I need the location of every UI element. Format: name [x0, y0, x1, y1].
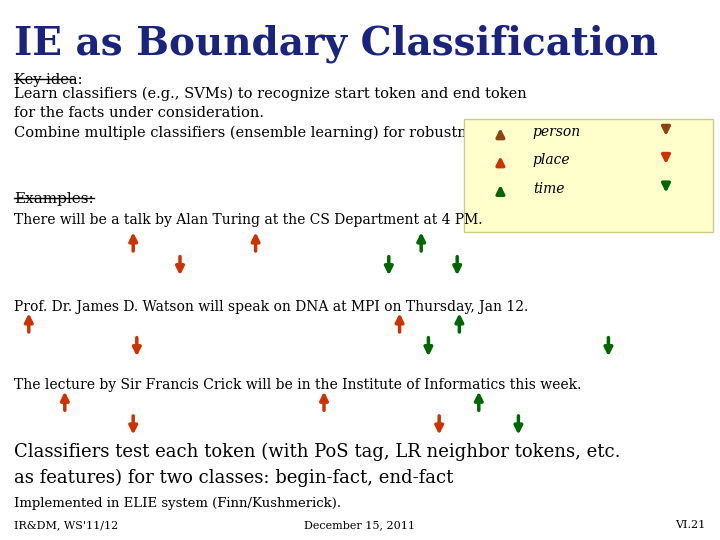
Text: IR&DM, WS'11/12: IR&DM, WS'11/12	[14, 520, 119, 530]
Text: place: place	[533, 153, 570, 167]
Text: Implemented in ELIE system (Finn/Kushmerick).: Implemented in ELIE system (Finn/Kushmer…	[14, 497, 341, 510]
Text: IE as Boundary Classification: IE as Boundary Classification	[14, 24, 658, 63]
Text: Classifiers test each token (with PoS tag, LR neighbor tokens, etc.: Classifiers test each token (with PoS ta…	[14, 443, 621, 461]
Text: Learn classifiers (e.g., SVMs) to recognize start token and end token
for the fa: Learn classifiers (e.g., SVMs) to recogn…	[14, 86, 527, 140]
Text: December 15, 2011: December 15, 2011	[305, 520, 415, 530]
Text: as features) for two classes: begin-fact, end-fact: as features) for two classes: begin-fact…	[14, 469, 454, 487]
Text: Prof. Dr. James D. Watson will speak on DNA at MPI on Thursday, Jan 12.: Prof. Dr. James D. Watson will speak on …	[14, 300, 528, 314]
Text: Key idea:: Key idea:	[14, 73, 83, 87]
Text: VI.21: VI.21	[675, 520, 706, 530]
Text: Examples:: Examples:	[14, 192, 94, 206]
Text: time: time	[533, 182, 564, 196]
Text: person: person	[533, 125, 581, 139]
Text: There will be a talk by Alan Turing at the CS Department at 4 PM.: There will be a talk by Alan Turing at t…	[14, 213, 483, 227]
FancyBboxPatch shape	[464, 119, 713, 232]
Text: The lecture by Sir Francis Crick will be in the Institute of Informatics this we: The lecture by Sir Francis Crick will be…	[14, 378, 582, 392]
